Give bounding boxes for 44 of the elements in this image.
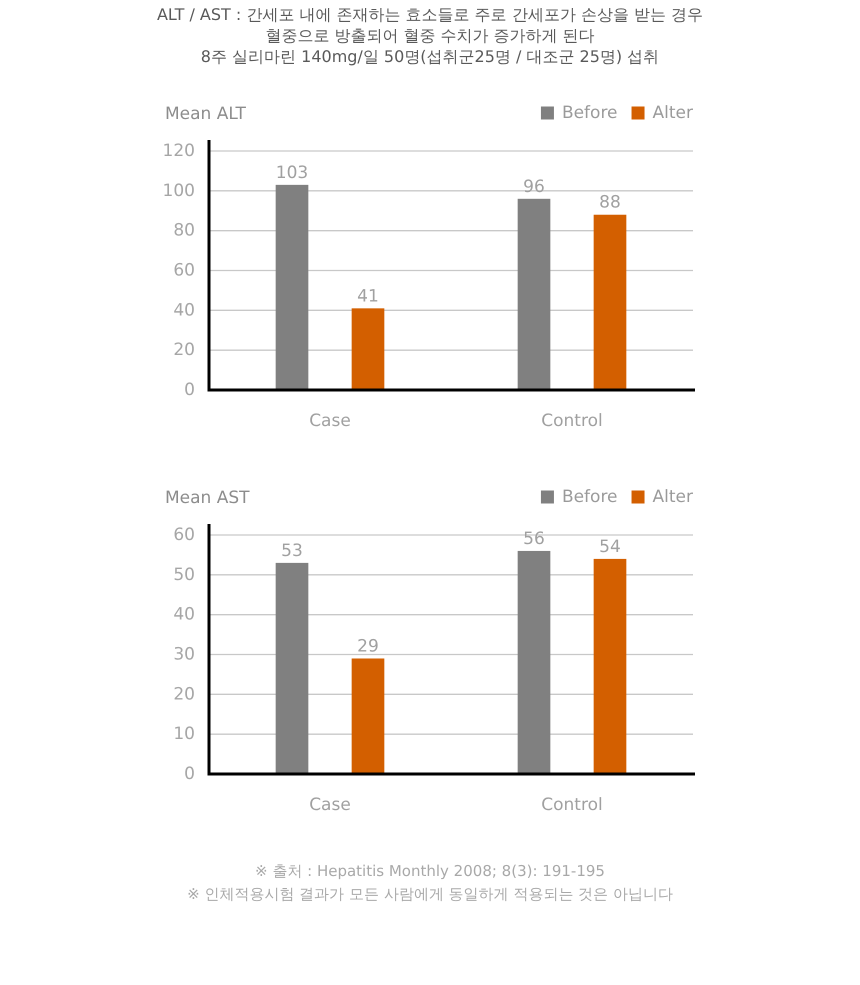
data-label: 53 <box>281 540 303 561</box>
y-tick-label: 40 <box>173 604 195 625</box>
x-tick-label: Control <box>541 795 603 815</box>
chart-subtitle: 8주 실리마린 140mg/일 50명(섭취군25명 / 대조군 25명) 섭취 <box>200 47 660 66</box>
bar <box>276 562 308 774</box>
data-label: 96 <box>523 176 545 197</box>
y-tick-label: 30 <box>173 644 195 664</box>
x-tick-label: Case <box>309 411 351 431</box>
x-tick-label: Control <box>541 411 603 431</box>
legend-label: Alter <box>652 487 694 507</box>
data-label: 29 <box>357 636 379 656</box>
bar <box>352 308 384 390</box>
x-tick-label: Case <box>309 795 351 815</box>
y-axis-title: Mean ALT <box>165 104 246 124</box>
bar <box>352 658 384 774</box>
bar <box>518 198 550 390</box>
y-tick-label: 120 <box>162 141 195 161</box>
data-label: 88 <box>599 192 621 213</box>
data-label: 56 <box>523 528 545 549</box>
y-tick-label: 100 <box>162 180 195 201</box>
bar <box>276 184 308 390</box>
y-tick-label: 60 <box>173 525 195 545</box>
legend-label: Before <box>562 487 618 507</box>
y-tick-label: 40 <box>173 300 195 320</box>
y-tick-label: 20 <box>173 684 195 704</box>
y-axis-title: Mean AST <box>165 488 250 508</box>
y-tick-label: 50 <box>173 564 195 585</box>
chart-title: ALT / AST : 간세포 내에 존재하는 효소들로 주로 간세포가 손상을 받는 경우 혈중으로 방출되어 혈중 수치가 증가하게 된다 <box>156 5 704 45</box>
data-label: 103 <box>276 162 308 183</box>
y-tick-label: 0 <box>184 764 195 784</box>
text: ※ 인체적용시험 결과가 모든 사람에게 동일하게 적용되는 것은 아닙니다 <box>187 885 673 903</box>
legend-label: Before <box>562 103 618 123</box>
data-label: 41 <box>357 286 379 306</box>
bar <box>594 214 626 390</box>
y-tick-label: 80 <box>173 220 195 241</box>
y-tick-label: 20 <box>173 340 195 360</box>
y-tick-label: 60 <box>173 260 195 280</box>
y-tick-label: 10 <box>173 724 195 744</box>
legend-label: Alter <box>652 103 694 123</box>
y-tick-label: 0 <box>184 380 195 400</box>
bar <box>594 558 626 774</box>
data-label: 54 <box>599 536 621 557</box>
text: ※ 출처 : Hepatitis Monthly 2008; 8(3): 191-195 <box>255 862 605 880</box>
bar <box>518 550 550 774</box>
